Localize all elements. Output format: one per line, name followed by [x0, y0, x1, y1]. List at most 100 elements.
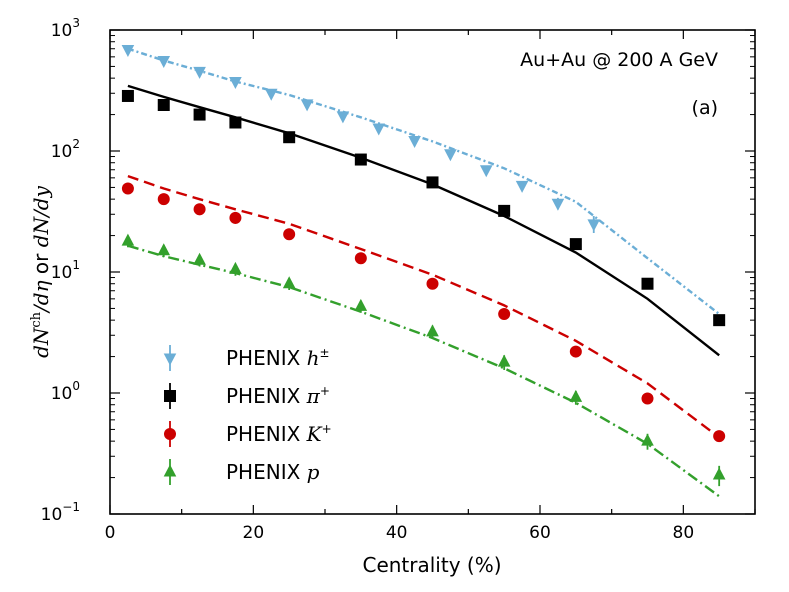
marker-triangle-down [515, 180, 529, 193]
marker-triangle-down [336, 111, 350, 124]
marker-triangle-up [229, 261, 242, 274]
plot-frame [109, 29, 756, 515]
marker-circle [354, 252, 367, 265]
marker-circle [229, 211, 242, 224]
legend-label-text: PHENIX [226, 346, 307, 370]
marker-triangle-down [264, 88, 278, 101]
marker-square [498, 204, 511, 217]
marker-square [713, 314, 726, 327]
y-tick-exponent: −1 [62, 500, 80, 514]
marker-triangle-down [300, 99, 314, 112]
marker-square [157, 98, 170, 111]
y-tick-label: 103 [51, 16, 80, 41]
x-tick-label: 80 [673, 523, 695, 543]
series-points [121, 89, 726, 327]
series-points [121, 182, 726, 443]
y-tick-exponent: 3 [72, 16, 80, 30]
marker-triangle-down [193, 66, 206, 79]
y-tick-label: 10−1 [41, 500, 80, 525]
y-tick-base: 10 [51, 142, 73, 162]
legend-label-text: PHENIX [226, 422, 307, 446]
marker-circle [121, 182, 134, 195]
marker-triangle-up [641, 433, 654, 446]
legend-label-text: PHENIX [226, 384, 307, 408]
marker-square [354, 153, 367, 166]
legend-label: PHENIX K+ [226, 422, 332, 446]
legend-label-symbol: p [307, 460, 320, 484]
data-points [121, 44, 726, 487]
y-tick-exponent: 1 [72, 258, 80, 272]
legend-label-superscript: ± [320, 346, 330, 360]
marker-circle [157, 193, 170, 206]
legend-item: PHENIX p [163, 459, 320, 485]
marker-triangle-down [551, 198, 565, 211]
marker-triangle-up [569, 389, 583, 402]
y-axis-title-deta: /dη [29, 280, 53, 314]
x-tick-label: 20 [243, 523, 265, 543]
marker-square [641, 277, 654, 290]
x-tick-label: 40 [386, 523, 408, 543]
marker-square [283, 131, 296, 144]
y-tick-label: 100 [51, 379, 80, 404]
marker-circle [498, 307, 511, 320]
marker-triangle-down [157, 55, 171, 68]
legend-label-superscript: + [320, 384, 330, 398]
y-axis-title-ch: ch [29, 311, 44, 327]
marker-triangle-up [712, 467, 726, 480]
legend-item: PHENIX h± [163, 345, 330, 371]
legend: PHENIX h±PHENIX π+PHENIX K+PHENIX p [163, 345, 332, 485]
model-curve [127, 47, 720, 315]
marker-square [193, 108, 206, 121]
legend-label-text: PHENIX [226, 460, 307, 484]
y-tick-base: 10 [51, 384, 73, 404]
marker-triangle-down [587, 219, 601, 232]
marker-triangle-down [121, 44, 135, 57]
marker-circle [426, 277, 439, 290]
legend-label-symbol: K [306, 422, 323, 446]
legend-label: PHENIX h± [226, 346, 330, 370]
y-tick-label: 102 [51, 137, 80, 162]
y-tick-exponent: 2 [72, 137, 80, 151]
legend-label-superscript: + [322, 422, 332, 436]
marker-triangle-up [497, 354, 511, 367]
marker-triangle-down [163, 353, 177, 366]
legend-label: PHENIX π+ [226, 384, 330, 408]
marker-triangle-up [163, 464, 177, 477]
marker-triangle-up [426, 324, 439, 337]
panel-label: (a) [692, 97, 718, 119]
x-tick-labels: 0 20 40 60 80 [105, 523, 695, 543]
marker-triangle-up [354, 298, 368, 311]
x-tick-label: 0 [105, 523, 116, 543]
marker-triangle-up [157, 243, 171, 256]
marker-square [426, 176, 439, 189]
marker-triangle-up [282, 276, 296, 289]
legend-item: PHENIX π+ [164, 383, 330, 409]
legend-item: PHENIX K+ [164, 421, 332, 447]
legend-label: PHENIX p [226, 460, 320, 484]
marker-square [229, 116, 242, 129]
x-tick-label: 60 [529, 523, 551, 543]
y-tick-base: 10 [51, 263, 73, 283]
legend-label-symbol: π [306, 384, 321, 408]
marker-circle [569, 345, 582, 358]
y-axis-title-dn: dN [29, 326, 53, 358]
model-curve [127, 174, 720, 439]
marker-triangle-down [229, 77, 242, 90]
x-axis-title: Centrality (%) [362, 553, 501, 577]
marker-circle [164, 428, 176, 440]
y-tick-exponent: 0 [72, 379, 80, 393]
y-tick-base: 10 [41, 505, 63, 525]
marker-square [121, 89, 134, 102]
series-points [121, 233, 726, 487]
y-axis-title-dndy: dN/dy [29, 185, 53, 247]
y-axis-title-or: or [29, 247, 53, 280]
marker-circle [641, 392, 654, 405]
marker-square [164, 390, 176, 402]
minor-ticks [110, 30, 756, 514]
legend-label-symbol: h [307, 346, 320, 370]
marker-triangle-up [121, 233, 135, 246]
marker-square [569, 238, 582, 251]
marker-circle [283, 228, 296, 241]
